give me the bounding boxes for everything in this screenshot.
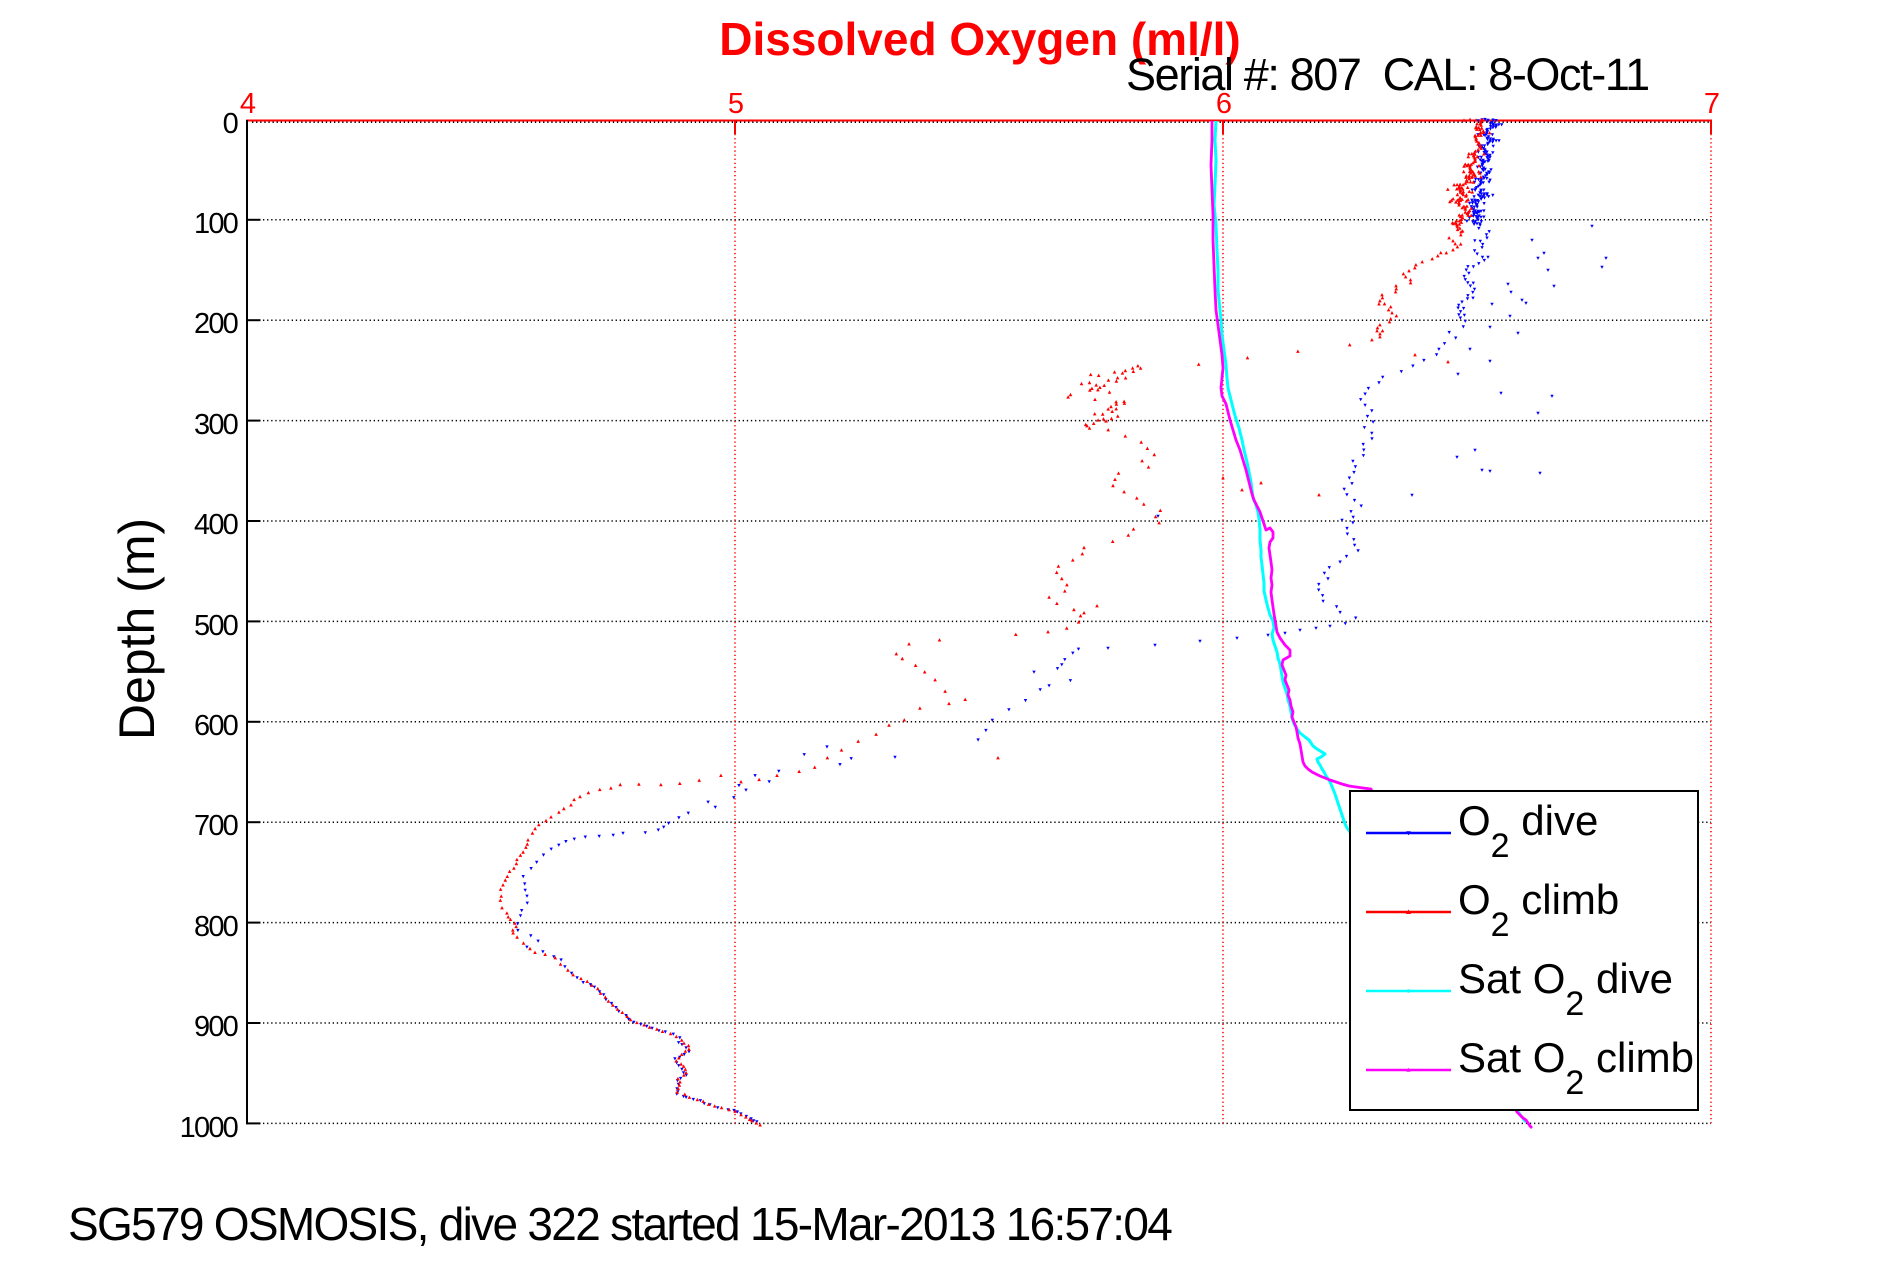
svg-text:5: 5	[728, 88, 743, 120]
svg-text:SG579 OSMOSIS, dive 322 starte: SG579 OSMOSIS, dive 322 started 15-Mar-2…	[68, 1198, 1172, 1250]
svg-text:300: 300	[194, 409, 238, 441]
svg-text:0: 0	[223, 108, 238, 140]
svg-text:Depth (m): Depth (m)	[109, 518, 165, 740]
svg-text:700: 700	[194, 810, 238, 842]
svg-text:Dissolved Oxygen (ml/l): Dissolved Oxygen (ml/l)	[719, 13, 1240, 65]
svg-text:O2 climb: O2 climb	[1458, 876, 1619, 944]
svg-text:6: 6	[1216, 88, 1231, 120]
svg-text:4: 4	[240, 88, 256, 120]
svg-text:Serial #: 807 CAL: 8-Oct-11: Serial #: 807 CAL: 8-Oct-11	[1126, 49, 1649, 100]
svg-text:600: 600	[194, 710, 238, 742]
svg-text:200: 200	[194, 308, 238, 340]
svg-text:7: 7	[1704, 88, 1719, 120]
svg-text:500: 500	[194, 610, 238, 642]
svg-text:1000: 1000	[180, 1112, 238, 1144]
svg-text:400: 400	[194, 509, 238, 541]
svg-text:900: 900	[194, 1011, 238, 1043]
svg-text:800: 800	[194, 911, 238, 943]
svg-text:100: 100	[194, 208, 238, 240]
